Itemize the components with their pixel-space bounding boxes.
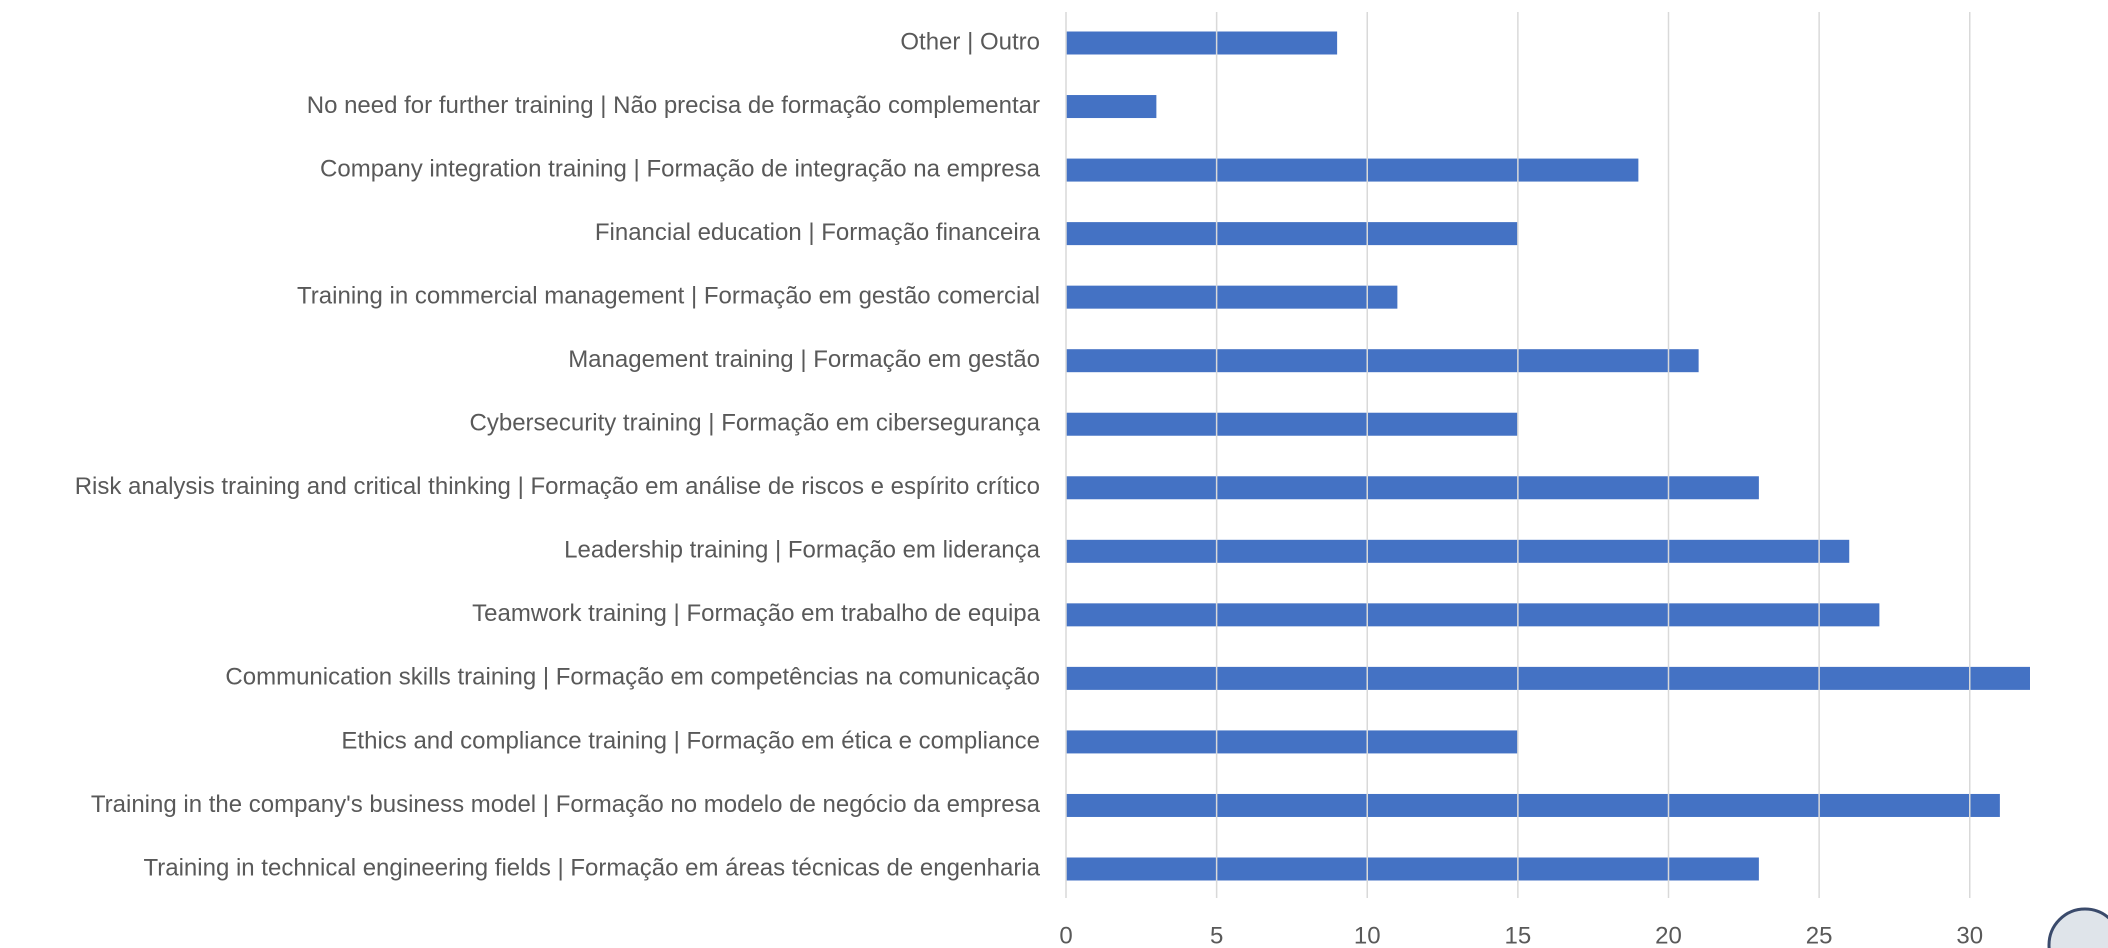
bar (1066, 412, 1518, 436)
y-tick-label: Teamwork training | Formação em trabalho… (472, 600, 1041, 627)
y-tick-label: Other | Outro (900, 28, 1040, 55)
x-tick-label: 15 (1505, 922, 1532, 948)
y-tick-label: Risk analysis training and critical thin… (75, 473, 1040, 500)
y-tick-label: Leadership training | Formação em lidera… (564, 537, 1040, 564)
y-tick-label: Training in commercial management | Form… (297, 282, 1040, 309)
logo (2047, 907, 2108, 948)
bar (1066, 603, 1880, 627)
x-tick-label: 25 (1806, 922, 1833, 948)
bar (1066, 730, 1518, 754)
y-tick-label: Training in technical engineering fields… (143, 854, 1040, 881)
y-tick-label: Ethics and compliance training | Formaçã… (341, 727, 1040, 754)
y-tick-label: Financial education | Formação financeir… (595, 219, 1041, 246)
x-tick-label: 20 (1655, 922, 1682, 948)
bar (1066, 222, 1518, 246)
bar (1066, 158, 1639, 182)
x-tick-label: 30 (1956, 922, 1983, 948)
y-tick-label: No need for further training | Não preci… (307, 92, 1040, 119)
bar (1066, 666, 2030, 690)
bar (1066, 793, 2000, 817)
x-tick-label: 0 (1059, 922, 1072, 948)
y-tick-label: Management training | Formação em gestão (568, 346, 1040, 373)
y-tick-label: Company integration training | Formação … (320, 155, 1041, 182)
bar (1066, 285, 1398, 309)
bar (1066, 31, 1338, 55)
x-tick-label: 10 (1354, 922, 1381, 948)
bar (1066, 349, 1699, 373)
bar (1066, 539, 1850, 563)
y-tick-label: Cybersecurity training | Formação em cib… (470, 410, 1041, 437)
bar (1066, 476, 1759, 500)
bar (1066, 857, 1759, 881)
y-tick-label: Communication skills training | Formação… (225, 664, 1040, 691)
y-tick-label: Training in the company's business model… (91, 791, 1041, 818)
x-tick-label: 5 (1210, 922, 1223, 948)
bar (1066, 95, 1157, 119)
